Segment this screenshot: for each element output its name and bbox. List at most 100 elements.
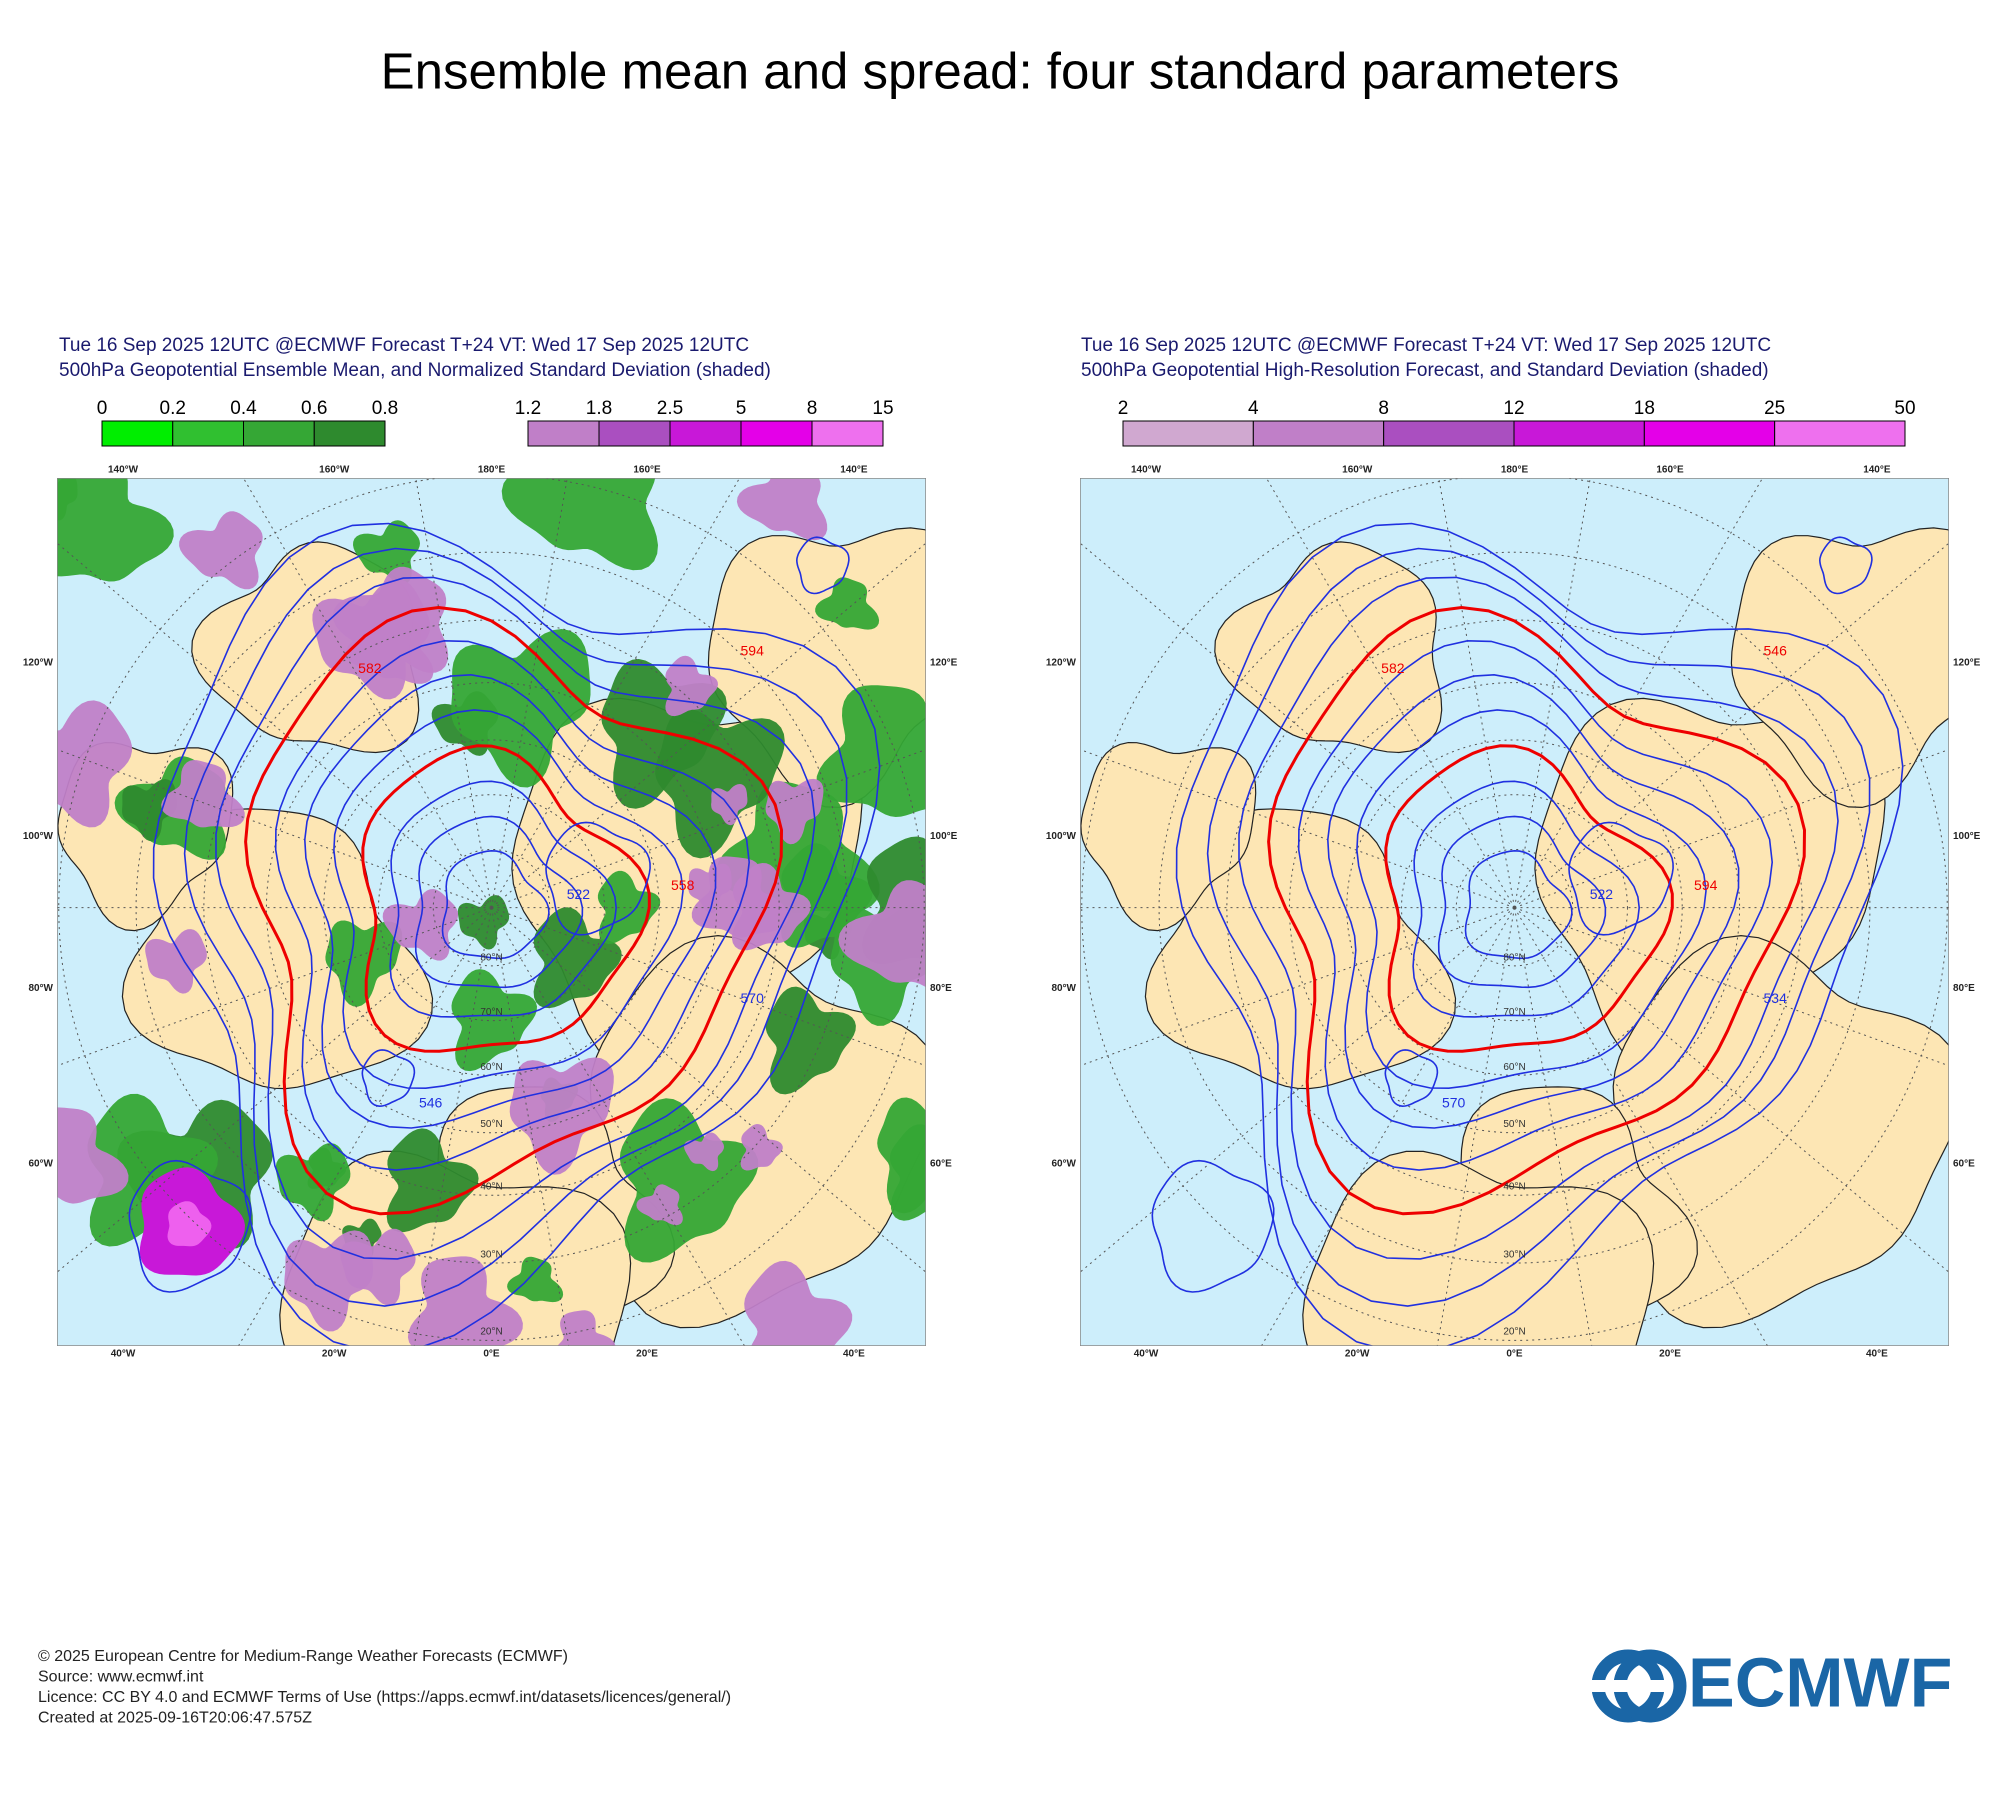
lon-label: 100°W [23, 831, 54, 842]
contour-label: 570 [1442, 1094, 1466, 1110]
colorbar-box [1514, 421, 1644, 446]
colorbar-label: 12 [1503, 398, 1524, 419]
colorbar-label: 5 [736, 398, 747, 419]
colorbar-box [741, 421, 812, 446]
lat-label: 30°N [1503, 1249, 1525, 1260]
footer-line: Created at 2025-09-16T20:06:47.575Z [38, 1710, 312, 1727]
footer-line: © 2025 European Centre for Medium-Range … [38, 1648, 568, 1665]
contour-label: 546 [1764, 643, 1788, 659]
colorbar-label: 0 [97, 398, 108, 419]
colorbar-label: 4 [1248, 398, 1259, 419]
colorbar-label: 2.5 [657, 398, 683, 419]
lon-label: 20°W [322, 1349, 347, 1360]
contour-label: 558 [671, 877, 695, 893]
lon-label: 40°E [843, 1349, 865, 1360]
lon-label: 100°E [930, 831, 958, 842]
logo: ECMWF [1590, 1643, 1952, 1721]
contour-label: 594 [741, 643, 765, 659]
colorbar-label: 0.2 [160, 398, 186, 419]
footer: © 2025 European Centre for Medium-Range … [38, 1648, 731, 1727]
lon-label: 80°W [28, 983, 53, 994]
lon-label: 20°E [1659, 1349, 1681, 1360]
panel-header: 500hPa Geopotential High-Resolution Fore… [1081, 360, 1769, 381]
contour-label: 534 [1764, 990, 1788, 1006]
lat-label: 80°N [1503, 952, 1525, 963]
lon-label: 40°W [1134, 1349, 1159, 1360]
colorbar-box [599, 421, 670, 446]
lon-label: 120°W [23, 658, 54, 669]
lon-label: 0°E [483, 1349, 500, 1360]
colorbar-box [102, 421, 173, 446]
colorbar-label: 0.4 [230, 398, 257, 419]
lon-label: 0°E [1506, 1349, 1523, 1360]
contour-label: 522 [567, 886, 591, 902]
panel-header: 500hPa Geopotential Ensemble Mean, and N… [59, 360, 771, 381]
contour-label: 522 [1590, 886, 1614, 902]
lon-label: 160°E [633, 465, 661, 476]
lon-label: 60°W [28, 1158, 53, 1169]
lon-label: 20°E [636, 1349, 658, 1360]
colorbar-box [812, 421, 883, 446]
lat-label: 80°N [480, 952, 502, 963]
footer-line: Source: www.ecmwf.int [38, 1669, 204, 1686]
lat-label: 40°N [480, 1182, 502, 1193]
colorbar-box [1775, 421, 1905, 446]
page-title: Ensemble mean and spread: four standard … [381, 42, 1620, 99]
colorbar-box [1123, 421, 1253, 446]
colorbar-box [670, 421, 741, 446]
lat-label: 40°N [1503, 1182, 1525, 1193]
lon-label: 140°E [1863, 465, 1891, 476]
contour-label: 594 [1694, 877, 1718, 893]
lon-label: 140°W [1131, 465, 1162, 476]
lon-label: 160°W [1342, 465, 1373, 476]
colorbar-box [244, 421, 315, 446]
panel-header: Tue 16 Sep 2025 12UTC @ECMWF Forecast T+… [1081, 335, 1771, 356]
footer-line: Licence: CC BY 4.0 and ECMWF Terms of Us… [38, 1689, 731, 1706]
contour-label: 582 [358, 660, 382, 676]
lat-label: 60°N [480, 1062, 502, 1073]
lon-label: 120°E [930, 658, 958, 669]
lon-label: 60°E [1953, 1158, 1975, 1169]
colorbar-label: 1.8 [586, 398, 612, 419]
lon-label: 140°W [108, 465, 139, 476]
colorbar-label: 8 [807, 398, 818, 419]
contour-label: 570 [741, 990, 765, 1006]
lon-label: 180°E [1501, 465, 1529, 476]
lat-label: 30°N [480, 1249, 502, 1260]
colorbar-label: 18 [1634, 398, 1655, 419]
colorbar-label: 15 [872, 398, 893, 419]
logo-gap [1590, 1680, 1665, 1692]
colorbar-label: 8 [1378, 398, 1389, 419]
lon-label: 60°E [930, 1158, 952, 1169]
colorbar-label: 0.6 [301, 398, 327, 419]
land [1303, 1151, 1654, 1539]
lat-label: 50°N [480, 1119, 502, 1130]
colorbar-label: 50 [1894, 398, 1915, 419]
lon-label: 40°W [111, 1349, 136, 1360]
panel-header: Tue 16 Sep 2025 12UTC @ECMWF Forecast T+… [59, 335, 749, 356]
lon-label: 80°E [1953, 983, 1975, 994]
lat-label: 20°N [480, 1327, 502, 1338]
lon-label: 120°W [1046, 658, 1077, 669]
lon-label: 140°E [840, 465, 868, 476]
colorbar-box [173, 421, 244, 446]
colorbar-label: 25 [1764, 398, 1785, 419]
lat-label: 50°N [1503, 1119, 1525, 1130]
lat-label: 60°N [1503, 1062, 1525, 1073]
colorbar-box [1384, 421, 1514, 446]
lon-label: 160°E [1656, 465, 1684, 476]
contour-label: 582 [1381, 660, 1405, 676]
colorbar-box [1253, 421, 1383, 446]
contour-label: 546 [419, 1094, 443, 1110]
lon-label: 100°W [1046, 831, 1077, 842]
colorbar-box [1644, 421, 1774, 446]
lon-label: 180°E [478, 465, 506, 476]
lat-label: 70°N [480, 1007, 502, 1018]
lat-label: 70°N [1503, 1007, 1525, 1018]
lon-label: 120°E [1953, 658, 1981, 669]
colorbar-box [528, 421, 599, 446]
lon-label: 100°E [1953, 831, 1981, 842]
lon-label: 60°W [1051, 1158, 1076, 1169]
